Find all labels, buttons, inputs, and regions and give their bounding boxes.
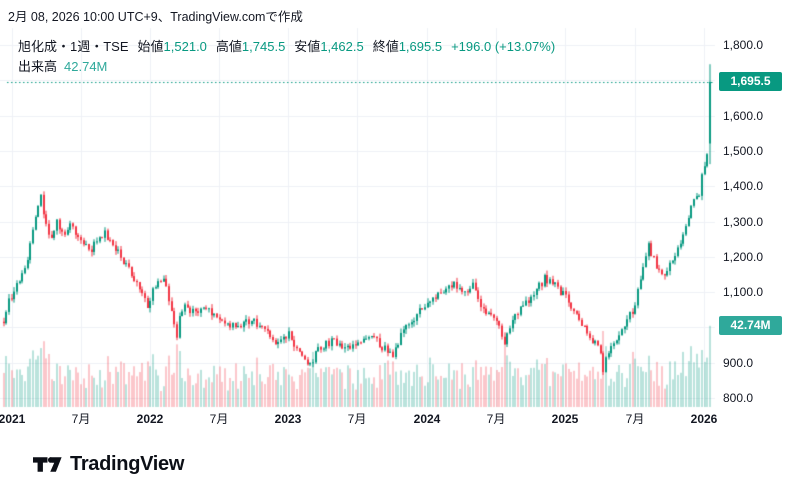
symbol-title: 旭化成・1週・TSE [18, 39, 129, 54]
change-value: +196.0 (+13.07%) [451, 39, 556, 54]
legend-open: 始値1,521.0 [137, 39, 207, 54]
legend-high: 高値1,745.5 [215, 39, 286, 54]
time-tick-label: 7月 [347, 412, 367, 426]
time-tick-label: 2025 [551, 412, 579, 426]
price-tick-label: 1,800.0 [723, 38, 764, 52]
price-tick-label: 1,300.0 [723, 214, 764, 229]
time-tick-label: 2021 [0, 412, 26, 426]
tradingview-logo[interactable]: TradingView [33, 453, 184, 476]
price-tick-label: 1,400.0 [723, 179, 764, 194]
time-tick-label: 2024 [413, 412, 441, 426]
price-tick-label: 1,200.0 [723, 249, 764, 264]
tradingview-logo-icon [33, 457, 62, 472]
legend-close: 終値1,695.5 [372, 39, 443, 54]
price-tick-label: 900.0 [723, 355, 754, 370]
chart-legend: 旭化成・1週・TSE 始値1,521.0 高値1,745.5 安値1,462.5… [18, 36, 555, 55]
time-tick-label: 2023 [274, 412, 302, 426]
price-tick-label: 1,100.0 [723, 285, 764, 300]
last-price-badge: 1,695.5 [719, 72, 782, 92]
last-volume-badge: 42.74M [719, 316, 782, 336]
volume-label: 出来高 [18, 59, 58, 74]
time-tick-label: 7月 [625, 412, 645, 426]
price-tick-label: 800.0 [723, 391, 754, 405]
tradingview-logo-text: TradingView [70, 453, 185, 475]
time-tick-label: 2022 [136, 412, 164, 426]
volume-value: 42.74M [64, 59, 108, 74]
price-tick-label: 1,500.0 [723, 143, 764, 158]
time-tick-label: 7月 [486, 412, 506, 426]
time-tick-label: 2026 [690, 412, 718, 426]
creation-timestamp: 2月 08, 2026 10:00 UTC+9、TradingView.comで… [8, 10, 303, 24]
time-tick-label: 7月 [209, 412, 229, 426]
time-tick-label: 7月 [71, 412, 91, 426]
legend-low: 安値1,462.5 [294, 39, 364, 54]
volume-legend: 出来高 42.74M [18, 56, 107, 75]
price-tick-label: 1,600.0 [723, 108, 764, 123]
